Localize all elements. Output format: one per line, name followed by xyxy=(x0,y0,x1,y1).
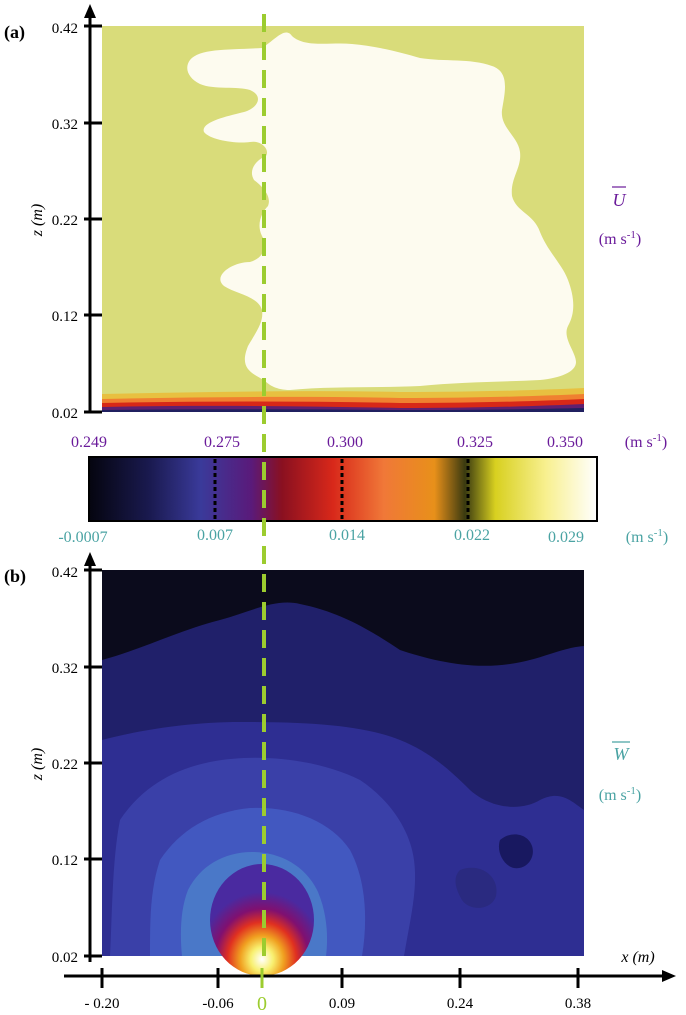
panel-a-quantity-unit: (m s-1) xyxy=(599,229,642,248)
colorbar-w-tick: 0.007 xyxy=(197,527,233,544)
panel-a-label: (a) xyxy=(4,22,25,43)
colorbar-w-tick: 0.029 xyxy=(548,529,584,546)
y-tick-label: 0.02 xyxy=(52,406,78,422)
y-tick-label: 0.12 xyxy=(52,309,78,325)
panel-b-feature xyxy=(455,867,497,908)
y-tick-label: 0.02 xyxy=(52,950,78,966)
colorbar-w-ticks: -0.0007 0.007 0.014 0.022 0.029 (m s-1) xyxy=(58,527,668,546)
x-tick-label: 0.09 xyxy=(329,996,355,1012)
colorbar-w-unit: (m s-1) xyxy=(626,527,669,546)
x-tick-label-zero: 0 xyxy=(257,993,267,1015)
x-tick-label: 0.24 xyxy=(447,996,474,1012)
y-tick-label: 0.22 xyxy=(52,757,78,773)
colorbar-u-tick: 0.350 xyxy=(547,434,583,451)
panel-b-ylabel: z (m) xyxy=(29,748,46,781)
x-tick-label: 0.38 xyxy=(565,996,591,1012)
colorbar-w-tick: -0.0007 xyxy=(58,529,107,546)
x-axis-label: x (m) xyxy=(620,949,654,966)
x-tick-label: - 0.20 xyxy=(85,996,120,1012)
panel-b-y-axis-arrow xyxy=(84,552,96,566)
x-axis-arrow xyxy=(662,970,676,982)
colorbar-u-tick: 0.325 xyxy=(457,434,493,451)
colorbar-u-ticks: 0.249 0.275 0.300 0.325 0.350 (m s-1) xyxy=(71,432,667,451)
y-tick-label: 0.42 xyxy=(52,565,78,581)
colorbar-w-tick: 0.014 xyxy=(329,527,365,544)
colorbar-u-tick: 0.300 xyxy=(327,434,363,451)
panel-b-y-ticks: 0.02 0.12 0.22 0.32 0.42 xyxy=(52,565,102,966)
colorbar: 0.249 0.275 0.300 0.325 0.350 (m s-1) -0… xyxy=(58,432,668,546)
y-tick-label: 0.32 xyxy=(52,661,78,677)
panel-a-boundary-navy xyxy=(102,408,584,412)
panel-b-label: (b) xyxy=(4,566,26,587)
y-tick-label: 0.32 xyxy=(52,117,78,133)
colorbar-w-tick: 0.022 xyxy=(454,527,490,544)
panel-a-quantity-symbol: U xyxy=(613,190,627,210)
panel-a-y-ticks: 0.02 0.12 0.22 0.32 0.42 xyxy=(52,21,102,422)
panel-b: 0.02 0.12 0.22 0.32 0.42 (b) z (m) W (m … xyxy=(4,552,676,1015)
panel-a-y-axis-arrow xyxy=(84,4,96,18)
panel-a-plume xyxy=(187,32,576,390)
panel-b-feature xyxy=(498,834,533,869)
panel-a-ylabel: z (m) xyxy=(29,204,46,237)
x-ticks: - 0.20 -0.06 0 0.09 0.24 0.38 xyxy=(85,968,591,1015)
panel-b-quantity-symbol: W xyxy=(614,744,631,764)
colorbar-u-unit: (m s-1) xyxy=(625,432,668,451)
panel-b-quantity-unit: (m s-1) xyxy=(599,785,642,804)
colorbar-u-tick: 0.275 xyxy=(204,434,240,451)
y-tick-label: 0.22 xyxy=(52,213,78,229)
panel-a: 0.02 0.12 0.22 0.32 0.42 (a) z (m) U (m … xyxy=(4,4,641,422)
y-tick-label: 0.42 xyxy=(52,21,78,37)
x-tick-label: -0.06 xyxy=(202,996,234,1012)
colorbar-u-tick: 0.249 xyxy=(71,434,107,451)
y-tick-label: 0.12 xyxy=(52,853,78,869)
